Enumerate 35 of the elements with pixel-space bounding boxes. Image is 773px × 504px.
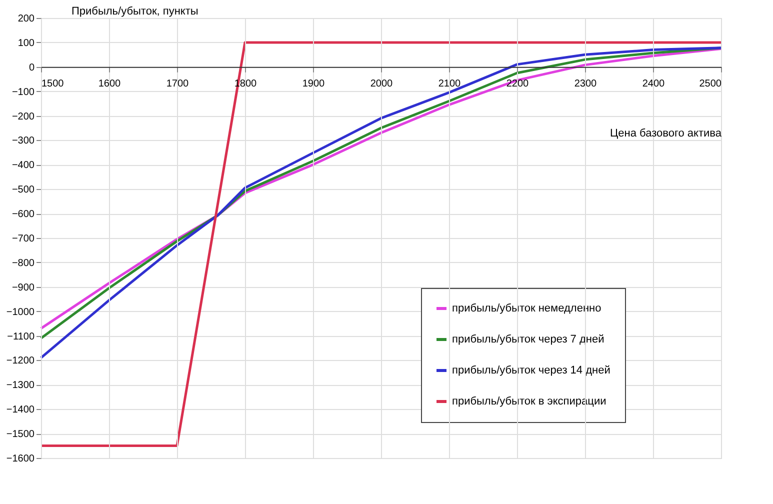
legend-label: прибыль/убыток немедленно <box>452 302 602 314</box>
y-tick-label: −1100 <box>7 331 35 342</box>
x-tick-label: 2500 <box>699 78 722 90</box>
legend-label: прибыль/убыток в экспирации <box>452 396 606 408</box>
y-tick-label: −1400 <box>6 404 35 416</box>
y-tick-label: −800 <box>12 258 35 269</box>
y-tick-label: −1200 <box>6 356 35 367</box>
y-tick-label: −700 <box>12 234 35 244</box>
y-tick-label: 0 <box>28 62 35 74</box>
y-tick-label: −1000 <box>6 306 35 318</box>
x-tick-label: 1600 <box>98 78 122 90</box>
y-tick-label: −300 <box>12 136 35 147</box>
x-tick-label: 2400 <box>642 78 666 90</box>
x-tick-label: 1700 <box>166 78 190 90</box>
legend-label: прибыль/убыток через 7 дней <box>452 334 604 346</box>
y-tick-label: −1300 <box>6 380 35 392</box>
x-tick-label: 2000 <box>370 78 394 90</box>
y-tick-label: −400 <box>12 160 35 172</box>
x-axis-title: Цена базового актива <box>610 127 722 140</box>
y-tick-label: −1500 <box>6 429 35 440</box>
x-tick-label: 1500 <box>42 78 64 90</box>
x-tick-label: 2100 <box>438 78 462 90</box>
y-tick-label: −200 <box>12 111 35 122</box>
y-tick-label: −500 <box>12 184 35 196</box>
x-tick-label: 2300 <box>574 78 598 90</box>
y-tick-label: −100 <box>12 86 35 98</box>
y-tick-label: −1600 <box>6 454 35 464</box>
x-tick-label: 2200 <box>506 78 530 90</box>
legend-label: прибыль/убыток через 14 дней <box>452 364 610 376</box>
y-tick-label: 200 <box>18 14 35 24</box>
y-tick-label: −900 <box>12 282 35 294</box>
x-tick-label: 1900 <box>302 78 326 90</box>
y-tick-label: 100 <box>18 38 35 49</box>
y-tick-label: −600 <box>12 209 35 220</box>
y-axis-title: Прибыль/убыток, пункты <box>72 6 198 18</box>
